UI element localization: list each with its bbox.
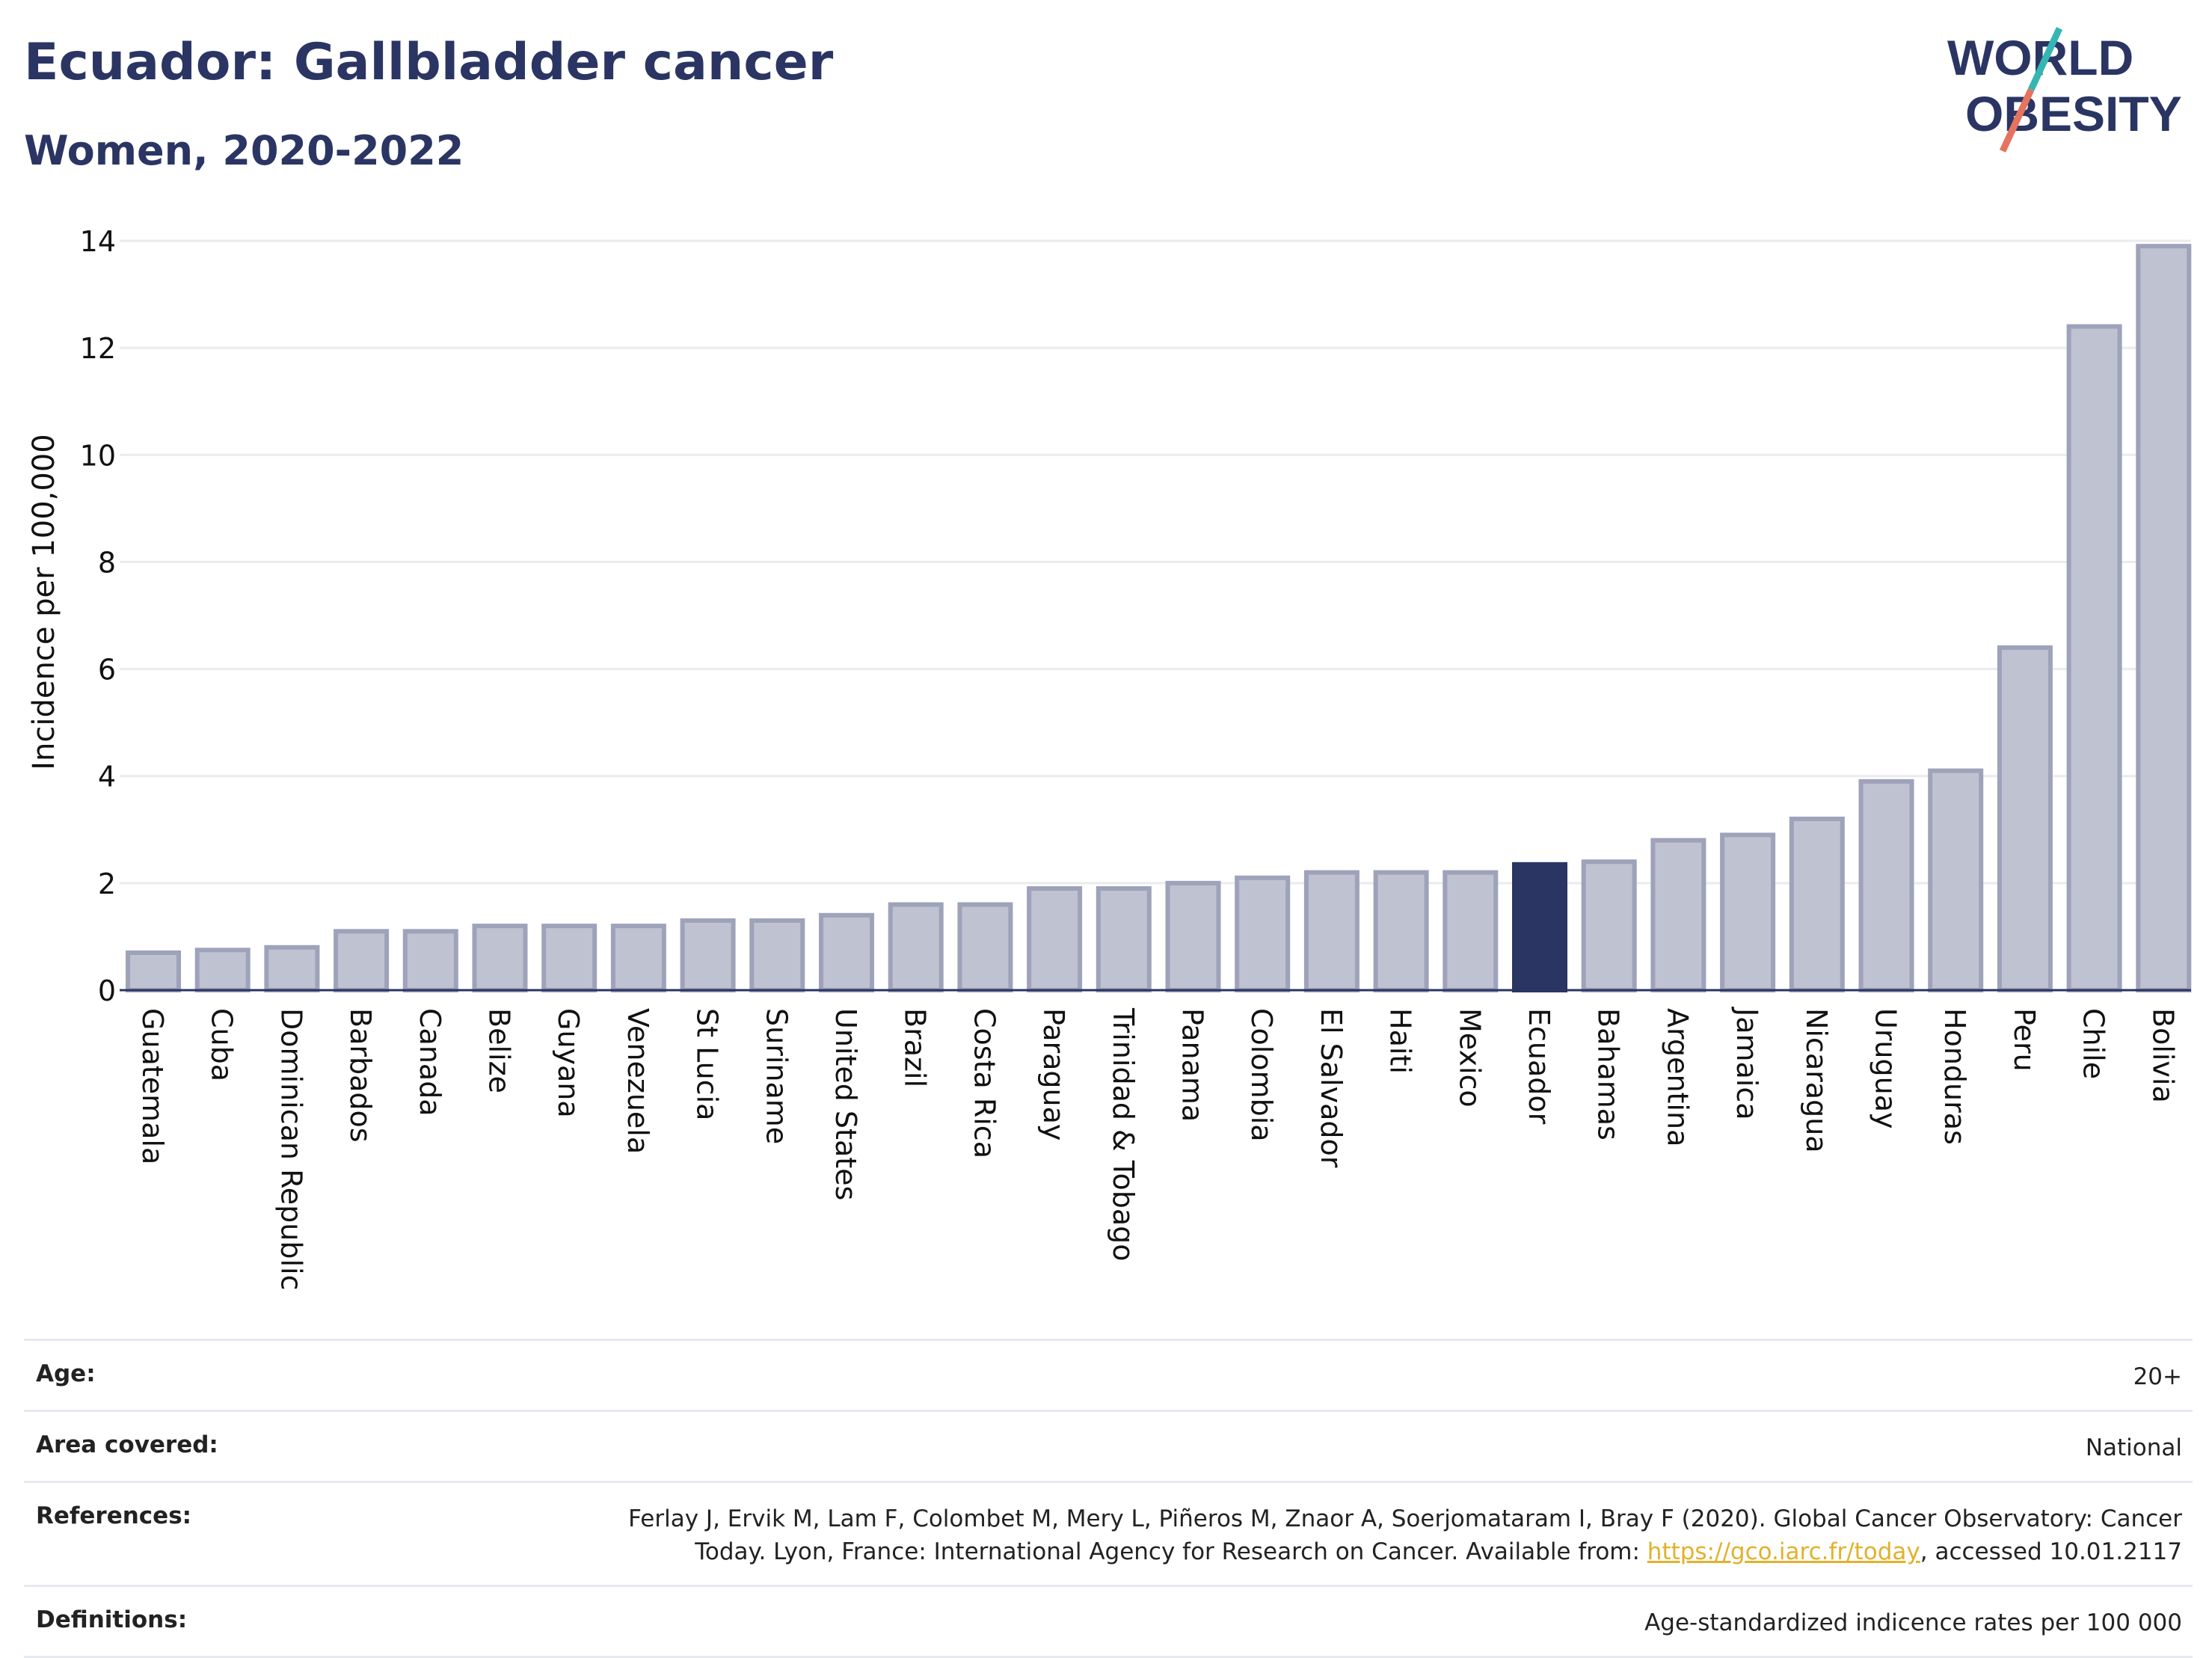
age-label: Age: — [36, 1360, 96, 1387]
bar — [264, 945, 320, 992]
bar — [2066, 324, 2122, 992]
logo-text-obesity: OBESITY — [1965, 86, 2182, 141]
x-tick-label: Canada — [414, 1008, 446, 1117]
bar — [610, 924, 666, 992]
bar — [749, 918, 805, 993]
world-obesity-logo: WORLD OBESITY — [1947, 27, 2182, 153]
x-tick-label: El Salvador — [1315, 1008, 1348, 1168]
meta-row-area: Area covered: National — [24, 1410, 2193, 1481]
x-tick-label: Colombia — [1245, 1008, 1278, 1142]
references-link[interactable]: https://gco.iarc.fr/today — [1647, 1538, 1920, 1565]
y-axis-label: Incidence per 100,000 — [27, 434, 61, 770]
bar — [1443, 870, 1499, 992]
bar — [2136, 244, 2192, 992]
meta-row-definitions: Definitions: Age-standardized indicence … — [24, 1585, 2193, 1658]
references-text-2: Today. Lyon, France: International Agenc… — [695, 1538, 1647, 1565]
x-axis-ticks: Guatemala Cuba Dominican Republic Barbados C… — [136, 1007, 2179, 1290]
meta-row-age: Age: 20+ — [24, 1339, 2193, 1410]
bar — [819, 912, 874, 993]
bar — [1027, 886, 1083, 992]
x-tick-label: Trinidad & Tobago — [1107, 1007, 1140, 1262]
area-label: Area covered: — [36, 1431, 218, 1458]
x-tick-label: Belize — [483, 1008, 516, 1093]
definitions-value: Age-standardized indicence rates per 100… — [1644, 1609, 2182, 1636]
x-tick-label: Chile — [2077, 1008, 2110, 1079]
age-value: 20+ — [2133, 1363, 2182, 1390]
bar — [126, 950, 181, 993]
bar — [1581, 859, 1637, 992]
bar — [1650, 838, 1706, 992]
references-label: References: — [36, 1502, 192, 1529]
logo-slash-coral — [1999, 88, 2035, 153]
x-tick-label: Cuba — [206, 1008, 239, 1081]
y-tick-label: 4 — [98, 761, 116, 793]
bar — [1373, 870, 1429, 992]
x-tick-label: Brazil — [899, 1008, 932, 1087]
bar — [1096, 886, 1152, 992]
x-tick-label: Mexico — [1453, 1008, 1486, 1108]
bar — [194, 948, 251, 992]
y-tick-label: 14 — [80, 225, 116, 258]
x-tick-label: Argentina — [1661, 1008, 1694, 1146]
references-value: Ferlay J, Ervik M, Lam F, Colombet M, Me… — [628, 1502, 2182, 1568]
x-tick-label: Ecuador — [1523, 1008, 1555, 1125]
y-tick-label: 0 — [98, 974, 116, 1007]
references-text-3: , accessed 10.01.2117 — [1920, 1538, 2182, 1565]
x-tick-label: Haiti — [1384, 1008, 1417, 1074]
x-tick-label: Guyana — [552, 1008, 585, 1118]
bar — [402, 929, 458, 993]
definitions-label: Definitions: — [36, 1606, 188, 1633]
bar — [472, 924, 528, 992]
bar — [1720, 832, 1776, 993]
y-tick-label: 12 — [80, 332, 116, 365]
x-tick-label: Honduras — [1938, 1008, 1971, 1145]
x-tick-label: Dominican Republic — [274, 1008, 307, 1290]
x-tick-label: Paraguay — [1037, 1008, 1070, 1140]
y-tick-label: 8 — [98, 546, 116, 579]
bar — [541, 924, 597, 992]
bar — [1235, 875, 1291, 992]
y-tick-label: 6 — [98, 654, 116, 687]
x-tick-label: Panama — [1176, 1008, 1209, 1122]
grid-lines — [120, 239, 2191, 885]
x-tick-label: Uruguay — [1870, 1008, 1902, 1129]
x-tick-label: Bolivia — [2146, 1008, 2179, 1103]
x-tick-label: Peru — [2008, 1008, 2041, 1072]
bar-highlight — [1512, 862, 1567, 992]
chart-title: Ecuador: Gallbladder cancer — [24, 33, 834, 92]
y-tick-label: 2 — [98, 868, 116, 900]
area-value: National — [2085, 1434, 2182, 1461]
chart-metadata-table: Age: 20+ Area covered: National Referenc… — [24, 1339, 2193, 1658]
bar — [680, 918, 736, 993]
bar — [334, 929, 390, 993]
bar — [1928, 768, 1984, 992]
x-tick-label: St Lucia — [691, 1008, 724, 1120]
bar-chart: Incidence per 100,000 0 2 4 6 8 10 12 14 Guatem… — [27, 225, 2192, 1290]
bar — [1997, 645, 2053, 992]
bar — [957, 902, 1013, 992]
y-tick-label: 10 — [80, 439, 116, 472]
bars — [126, 244, 2192, 993]
x-tick-label: Suriname — [760, 1008, 793, 1144]
x-tick-label: Guatemala — [136, 1008, 169, 1164]
bar — [1303, 870, 1360, 992]
logo-slash-teal — [2027, 27, 2063, 91]
x-tick-label: Barbados — [344, 1008, 377, 1143]
bar — [1789, 816, 1845, 992]
x-tick-label: Nicaragua — [1800, 1008, 1833, 1153]
bar — [888, 902, 944, 992]
references-text-1: Ferlay J, Ervik M, Lam F, Colombet M, Me… — [628, 1505, 2182, 1532]
x-tick-label: United States — [829, 1008, 862, 1200]
bar — [1165, 880, 1221, 993]
x-tick-label: Venezuela — [621, 1008, 654, 1154]
y-axis-ticks: 0 2 4 6 8 10 12 14 — [80, 225, 116, 1007]
chart-subtitle: Women, 2020-2022 — [24, 127, 464, 174]
x-tick-label: Costa Rica — [968, 1008, 1001, 1158]
bar — [1858, 779, 1914, 993]
x-tick-label: Jamaica — [1730, 1007, 1763, 1120]
meta-row-references: References: Ferlay J, Ervik M, Lam F, Co… — [24, 1481, 2193, 1585]
x-tick-label: Bahamas — [1592, 1008, 1625, 1140]
